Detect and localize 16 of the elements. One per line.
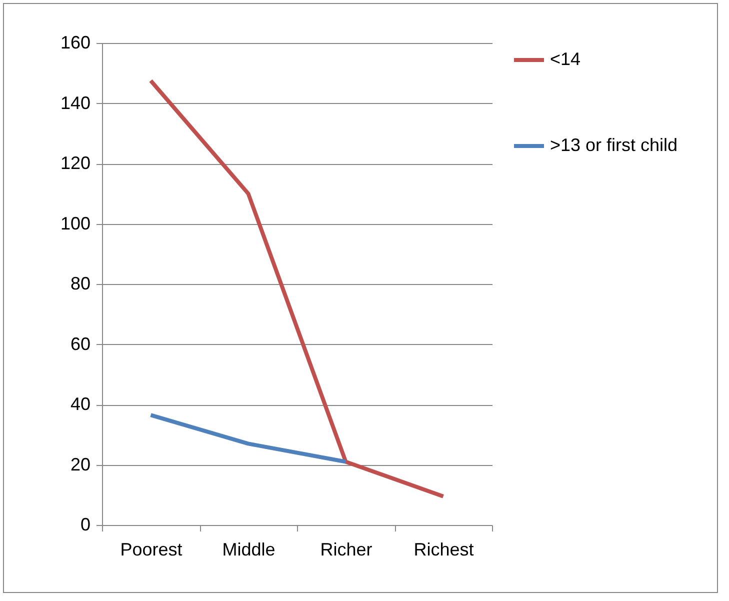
y-tick-label: 120 xyxy=(60,153,90,173)
y-tick-label: 140 xyxy=(60,92,90,113)
y-tick-label: 60 xyxy=(70,334,90,354)
y-tick-label: 100 xyxy=(60,213,90,234)
x-tick-label: Poorest xyxy=(120,540,182,560)
x-tick-label: Richest xyxy=(414,540,474,560)
y-tick-label: 160 xyxy=(60,32,90,52)
y-tick-label: 40 xyxy=(70,394,90,414)
x-tick-label: Richer xyxy=(320,540,372,560)
y-tick-label: 0 xyxy=(80,514,90,534)
y-tick-label: 80 xyxy=(70,274,90,294)
x-tick-label: Middle xyxy=(222,540,276,560)
legend-label: >13 or first child xyxy=(550,135,678,155)
line-series xyxy=(148,78,446,498)
legend-label: <14 xyxy=(550,49,581,69)
y-tick-label: 20 xyxy=(70,454,90,474)
